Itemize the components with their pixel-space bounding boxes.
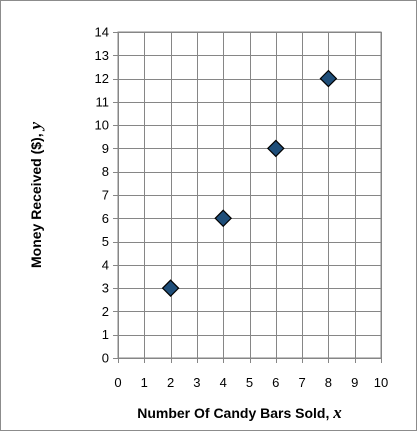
y-tick-label: 7 (102, 188, 109, 203)
data-point (266, 139, 285, 158)
axes (113, 31, 382, 363)
y-axis-title: Money Received ($), y (26, 122, 45, 269)
y-tick-label: 12 (95, 71, 109, 86)
data-points (161, 69, 338, 297)
data-point (319, 69, 338, 88)
x-tick-label: 2 (167, 375, 174, 390)
x-tick-label: 5 (246, 375, 253, 390)
x-tick-label: 8 (325, 375, 332, 390)
x-tick-label: 10 (374, 375, 388, 390)
x-tick-label: 0 (114, 375, 121, 390)
y-tick-label: 6 (102, 211, 109, 226)
x-tick-label: 1 (141, 375, 148, 390)
x-axis-title: Number Of Candy Bars Sold, x (137, 403, 342, 422)
y-tick-label: 5 (102, 234, 109, 249)
data-point (161, 279, 180, 297)
y-tick-label: 0 (102, 351, 109, 366)
x-tick-label: 4 (220, 375, 227, 390)
y-tick-label: 2 (102, 304, 109, 319)
y-tick-label: 8 (102, 164, 109, 179)
x-tick-label: 3 (193, 375, 200, 390)
data-point (214, 209, 233, 228)
y-tick-label: 11 (96, 94, 110, 109)
y-tick-label: 3 (102, 281, 109, 296)
x-tick-label: 7 (298, 375, 305, 390)
grid (118, 32, 382, 359)
y-tick-label: 13 (95, 48, 109, 63)
y-tick-label: 10 (95, 118, 109, 133)
y-tick-label: 14 (95, 25, 109, 40)
x-tick-label: 6 (272, 375, 279, 390)
y-tick-label: 1 (102, 327, 109, 342)
y-tick-label: 9 (102, 141, 109, 156)
y-tick-label: 4 (102, 257, 109, 272)
x-tick-label: 9 (351, 375, 358, 390)
